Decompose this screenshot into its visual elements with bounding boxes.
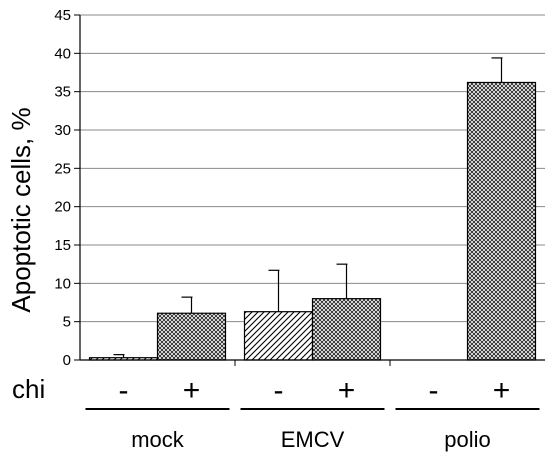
y-tick-label: 35 xyxy=(54,84,71,101)
gridlines xyxy=(80,14,545,323)
treatment-sign: + xyxy=(493,374,511,407)
group-label-EMCV: EMCV xyxy=(281,427,345,452)
y-tick-label: 0 xyxy=(63,352,71,369)
bar-polio-plus xyxy=(466,81,537,361)
treatment-sign: + xyxy=(183,374,201,407)
bar-mock-plus xyxy=(156,312,227,361)
y-tick-label: 40 xyxy=(54,45,71,62)
group-label-polio: polio xyxy=(444,427,490,452)
y-tick-label: 30 xyxy=(54,122,71,139)
treatment-sign: - xyxy=(429,374,439,407)
chi-row-label: chi xyxy=(12,374,45,404)
y-tick-label: 25 xyxy=(54,160,71,177)
y-tick-label: 10 xyxy=(54,275,71,292)
y-tick-label: 20 xyxy=(54,199,71,216)
y-tick-label: 45 xyxy=(54,7,71,24)
group-label-mock: mock xyxy=(131,427,185,452)
treatment-sign: - xyxy=(274,374,284,407)
treatment-sign: + xyxy=(338,374,356,407)
y-tick-label: 5 xyxy=(63,314,71,331)
bar-EMCV-minus xyxy=(243,311,314,361)
y-tick-label: 15 xyxy=(54,237,71,254)
bars xyxy=(88,57,537,361)
treatment-sign: - xyxy=(119,374,129,407)
bar-EMCV-plus xyxy=(311,298,382,361)
y-axis-label: Apoptotic cells, % xyxy=(6,107,36,312)
